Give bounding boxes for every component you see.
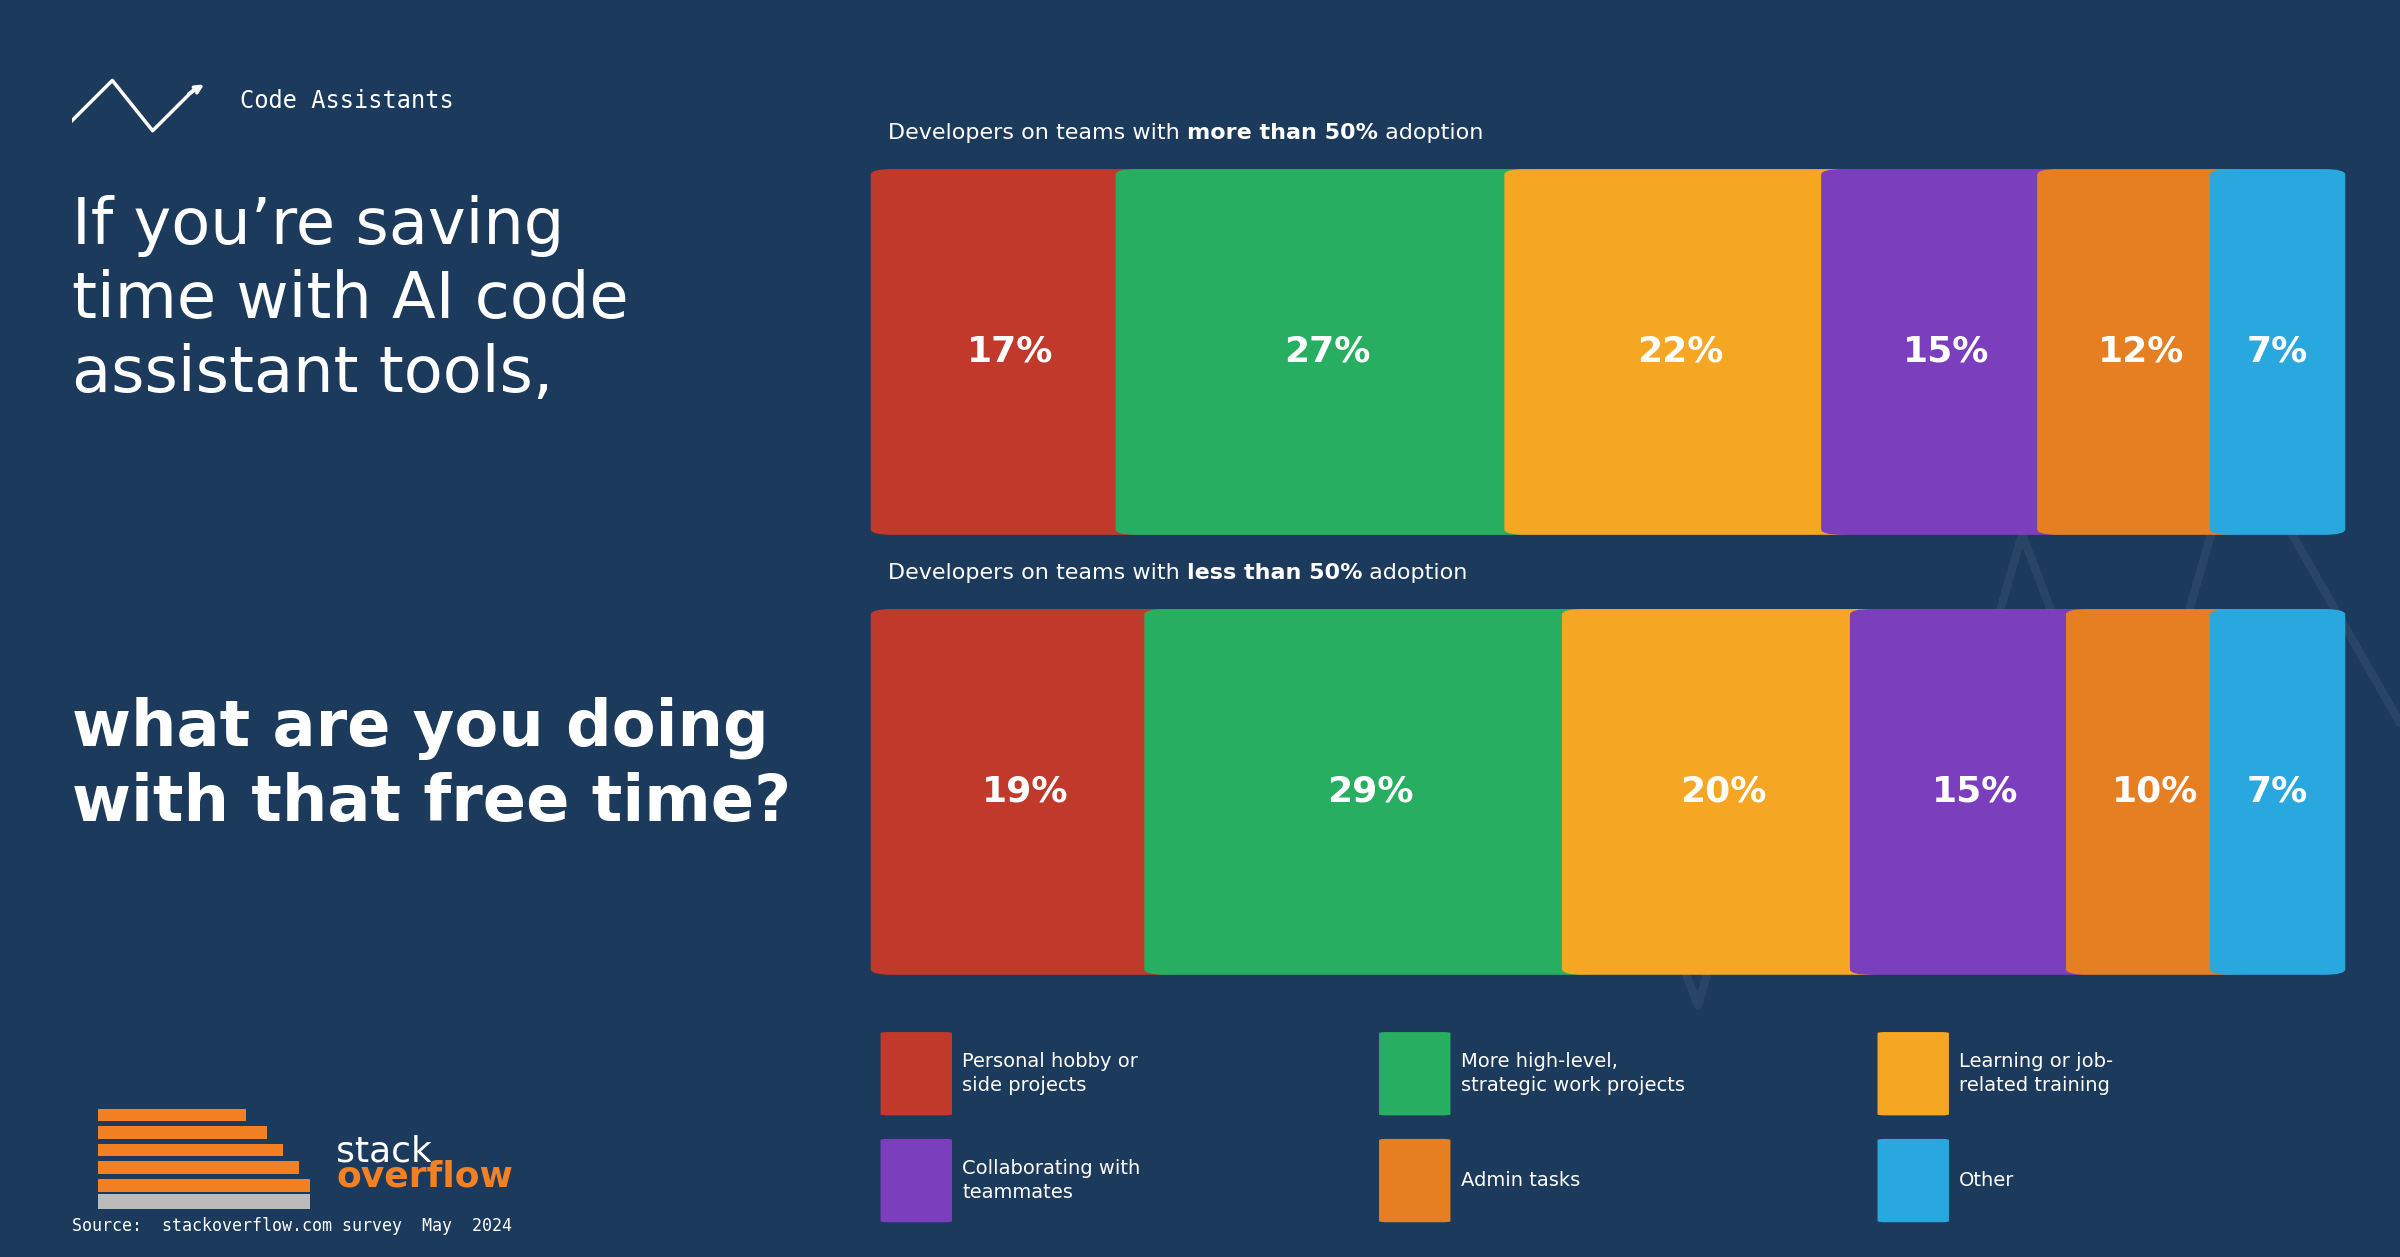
- Text: Developers on teams with: Developers on teams with: [888, 563, 1188, 583]
- FancyBboxPatch shape: [1562, 608, 1884, 975]
- Text: Code Assistants: Code Assistants: [240, 88, 454, 113]
- Text: If you’re saving
time with AI code
assistant tools,: If you’re saving time with AI code assis…: [72, 195, 629, 405]
- Text: Personal hobby or
side projects: Personal hobby or side projects: [962, 1052, 1138, 1095]
- Text: Developers on teams with: Developers on teams with: [888, 123, 1188, 142]
- Text: More high-level,
strategic work projects: More high-level, strategic work projects: [1462, 1052, 1685, 1095]
- FancyBboxPatch shape: [881, 1032, 953, 1115]
- FancyBboxPatch shape: [2210, 170, 2345, 535]
- Text: more than 50%: more than 50%: [1188, 123, 1378, 142]
- Text: 7%: 7%: [2246, 774, 2309, 810]
- Text: 27%: 27%: [1284, 334, 1370, 370]
- FancyBboxPatch shape: [1877, 1139, 1949, 1222]
- Text: 10%: 10%: [2112, 774, 2198, 810]
- Text: Source:  stackoverflow.com survey  May  2024: Source: stackoverflow.com survey May 202…: [72, 1217, 511, 1234]
- Text: adoption: adoption: [1378, 123, 1483, 142]
- Bar: [98, 1126, 266, 1139]
- Text: Other: Other: [1958, 1172, 2014, 1190]
- Bar: [98, 1194, 310, 1209]
- FancyBboxPatch shape: [1380, 1032, 1450, 1115]
- FancyBboxPatch shape: [1850, 608, 2100, 975]
- Text: what are you doing
with that free time?: what are you doing with that free time?: [72, 696, 792, 835]
- Text: 19%: 19%: [982, 774, 1068, 810]
- Text: 15%: 15%: [1932, 774, 2018, 810]
- FancyBboxPatch shape: [871, 608, 1178, 975]
- Text: less than 50%: less than 50%: [1188, 563, 1363, 583]
- Text: 7%: 7%: [2246, 334, 2309, 370]
- Text: adoption: adoption: [1363, 563, 1469, 583]
- FancyBboxPatch shape: [1877, 1032, 1949, 1115]
- Text: Admin tasks: Admin tasks: [1462, 1172, 1579, 1190]
- FancyBboxPatch shape: [2066, 608, 2244, 975]
- Text: 22%: 22%: [1637, 334, 1723, 370]
- Text: 17%: 17%: [967, 334, 1054, 370]
- Text: Collaborating with
teammates: Collaborating with teammates: [962, 1159, 1140, 1202]
- Text: stack: stack: [336, 1134, 432, 1169]
- Bar: [98, 1144, 283, 1156]
- FancyBboxPatch shape: [1380, 1139, 1450, 1222]
- FancyBboxPatch shape: [1116, 170, 1538, 535]
- FancyBboxPatch shape: [2038, 170, 2244, 535]
- FancyBboxPatch shape: [1822, 170, 2071, 535]
- Bar: [98, 1179, 310, 1192]
- Text: 29%: 29%: [1327, 774, 1414, 810]
- Text: 20%: 20%: [1680, 774, 1766, 810]
- Text: 15%: 15%: [1903, 334, 1990, 370]
- Text: 12%: 12%: [2098, 334, 2184, 370]
- FancyBboxPatch shape: [2210, 608, 2345, 975]
- FancyBboxPatch shape: [1505, 170, 1855, 535]
- Text: Learning or job-
related training: Learning or job- related training: [1958, 1052, 2114, 1095]
- Text: overflow: overflow: [336, 1159, 514, 1194]
- FancyBboxPatch shape: [881, 1139, 953, 1222]
- FancyBboxPatch shape: [871, 170, 1150, 535]
- FancyBboxPatch shape: [1145, 608, 1596, 975]
- Bar: [98, 1161, 300, 1174]
- Bar: [98, 1109, 247, 1121]
